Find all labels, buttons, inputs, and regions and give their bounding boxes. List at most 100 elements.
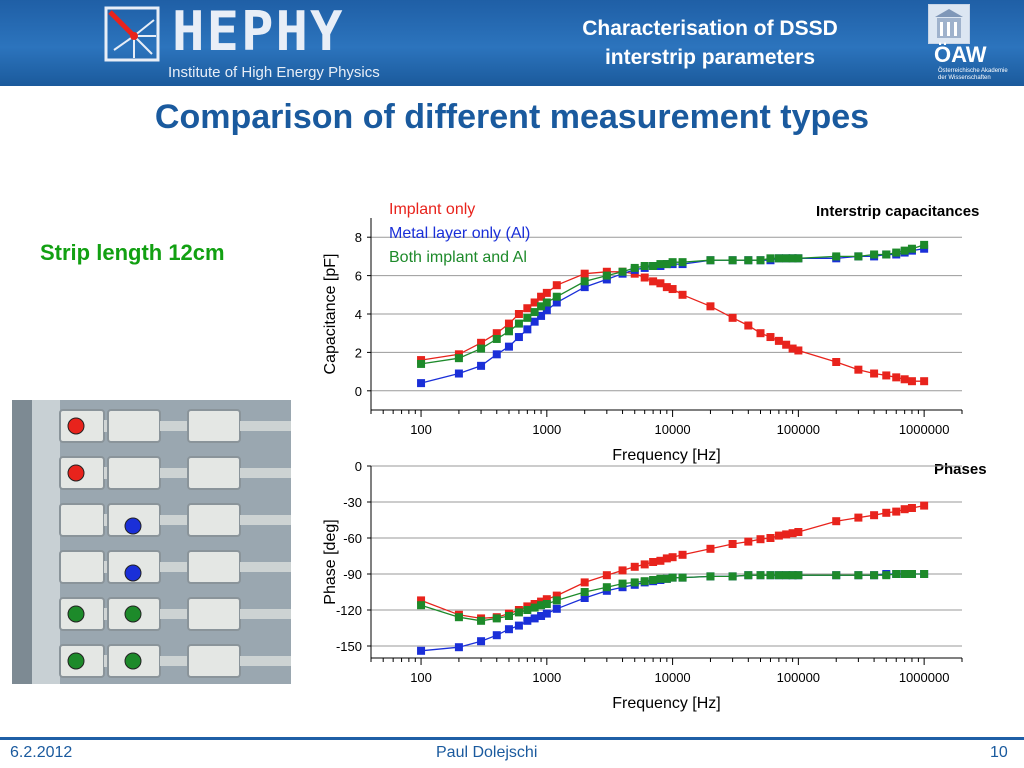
data-point — [640, 273, 649, 282]
oaw-building-icon — [928, 4, 970, 44]
data-point — [542, 298, 551, 307]
data-point — [417, 379, 426, 388]
x-tick-label: 1000000 — [899, 422, 950, 437]
green-marker — [67, 605, 85, 623]
data-point — [580, 283, 589, 292]
data-point — [668, 553, 677, 562]
data-point — [756, 535, 765, 544]
hephy-logo-text: HEPHY — [172, 0, 345, 63]
data-point — [900, 570, 909, 578]
data-point — [882, 508, 891, 517]
data-point — [900, 505, 909, 514]
hephy-logo-icon — [104, 6, 160, 62]
y-tick-label: 2 — [355, 345, 362, 360]
data-point — [920, 377, 929, 386]
data-point — [454, 369, 463, 378]
data-point — [668, 258, 677, 267]
data-point — [744, 321, 753, 330]
strip-pad — [187, 597, 241, 631]
data-point — [662, 554, 671, 563]
data-point — [618, 267, 627, 276]
data-point — [542, 306, 551, 315]
data-point — [640, 262, 649, 270]
data-point — [602, 571, 611, 580]
data-point — [649, 277, 658, 286]
footer-date: 6.2.2012 — [10, 744, 73, 761]
legend-entry: Implant only — [389, 201, 475, 218]
data-point — [492, 631, 501, 640]
y-tick-label: -90 — [343, 567, 362, 582]
data-point — [640, 560, 649, 569]
data-point — [542, 600, 551, 608]
data-point — [552, 292, 561, 301]
data-point — [668, 573, 677, 582]
data-point — [530, 298, 539, 307]
y-tick-label: 0 — [355, 459, 362, 474]
data-point — [492, 329, 501, 338]
data-point — [552, 298, 561, 307]
x-axis-label: Frequency [Hz] — [612, 695, 720, 712]
strip-pad — [107, 409, 161, 443]
data-point — [788, 529, 797, 538]
data-point — [766, 571, 775, 580]
data-point — [580, 277, 589, 286]
data-point — [832, 252, 841, 261]
data-point — [530, 308, 539, 317]
data-point — [920, 501, 929, 510]
data-point — [728, 540, 737, 548]
data-point — [870, 369, 879, 378]
data-point — [756, 329, 765, 338]
data-point — [870, 250, 879, 259]
legend-entry: Both implant and Al — [389, 249, 527, 266]
data-point — [530, 317, 539, 326]
data-point — [854, 365, 863, 374]
oaw-logo-subtitle: Österreichische Akademie der Wissenschaf… — [938, 68, 1018, 82]
data-point — [870, 511, 879, 520]
data-point — [504, 342, 513, 351]
data-point — [766, 333, 775, 342]
data-point — [580, 594, 589, 602]
data-point — [640, 577, 649, 586]
x-tick-label: 10000 — [655, 422, 691, 437]
data-point — [454, 613, 463, 622]
data-point — [630, 263, 639, 272]
data-point — [832, 517, 841, 526]
data-point — [523, 616, 532, 625]
y-tick-label: 0 — [355, 384, 362, 399]
data-point — [892, 570, 901, 578]
data-point — [504, 327, 513, 336]
x-axis-label: Frequency [Hz] — [612, 447, 720, 464]
data-point — [514, 333, 523, 342]
green-marker — [67, 652, 85, 670]
data-point — [537, 302, 546, 311]
data-point — [523, 325, 532, 334]
data-point — [552, 281, 561, 290]
data-point — [782, 254, 791, 263]
oaw-subtitle-line2: der Wissenschaften — [938, 75, 991, 81]
header-title-line2: interstrip parameters — [604, 46, 816, 69]
y-tick-label: -60 — [343, 531, 362, 546]
header-banner: HEPHY Institute of High Energy Physics C… — [0, 0, 1024, 86]
data-point — [920, 240, 929, 249]
x-tick-label: 10000 — [655, 670, 691, 685]
data-point — [766, 534, 775, 542]
strip-pad — [187, 409, 241, 443]
data-point — [794, 346, 803, 355]
header-title-line1: Characterisation of DSSD — [582, 17, 838, 40]
data-point — [900, 375, 909, 384]
data-point — [523, 304, 532, 313]
phase-chart: 0 -30 -60 -90 -120 -150 100 1000 10000 100000 1000… — [322, 459, 963, 712]
strip-pad — [107, 456, 161, 490]
data-point — [649, 558, 658, 566]
y-tick-label: -120 — [336, 603, 362, 618]
green-marker — [124, 652, 142, 670]
data-point — [537, 601, 546, 610]
data-point — [744, 256, 753, 265]
hephy-logo-subtitle: Institute of High Energy Physics — [168, 64, 380, 81]
green-marker — [124, 605, 142, 623]
data-point — [744, 537, 753, 546]
x-tick-label: 1000 — [532, 422, 561, 437]
data-point — [454, 354, 463, 363]
data-point — [907, 377, 916, 386]
data-point — [788, 571, 797, 580]
